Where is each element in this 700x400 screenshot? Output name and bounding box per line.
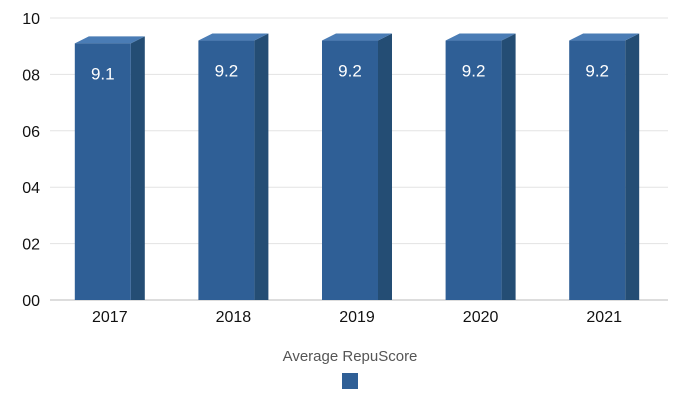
legend-series-name: Average RepuScore <box>282 348 418 365</box>
data-label: 9.2 <box>585 62 609 81</box>
y-tick-label: 04 <box>22 180 40 197</box>
data-label: 9.2 <box>215 62 239 81</box>
bar-front <box>198 40 255 301</box>
bars: 9.1 9.2 9.2 9.2 9.2 <box>74 33 640 301</box>
bar-top <box>198 33 269 41</box>
x-category-label: 2020 <box>463 309 499 326</box>
legend: Average RepuScore <box>0 348 700 394</box>
bar-front <box>74 43 131 300</box>
bar-front <box>569 40 626 301</box>
bar-side <box>378 33 392 301</box>
y-tick-label: 02 <box>22 237 40 254</box>
bar-top <box>322 33 392 41</box>
data-label: 9.2 <box>462 62 486 81</box>
bar-front <box>445 40 502 301</box>
bar-side <box>501 33 516 301</box>
bar-front <box>322 40 378 301</box>
bar: 9.1 <box>74 36 145 300</box>
bar-side <box>130 36 145 300</box>
bar-top <box>445 33 516 41</box>
bar-top <box>74 36 145 44</box>
x-category-label: 2017 <box>92 309 128 326</box>
y-axis-ticks: 00 02 04 06 08 10 <box>22 11 40 310</box>
x-category-label: 2021 <box>586 309 622 326</box>
y-tick-label: 06 <box>22 124 40 141</box>
bar: 9.2 <box>198 33 269 301</box>
y-tick-label: 00 <box>22 293 40 310</box>
data-label: 9.1 <box>91 64 115 83</box>
bar-side <box>625 33 640 301</box>
bar-top <box>569 33 640 41</box>
legend-swatch <box>342 373 358 389</box>
x-category-label: 2019 <box>339 309 375 326</box>
bar-side <box>254 33 269 301</box>
y-tick-label: 08 <box>22 67 40 84</box>
bar: 9.2 <box>569 33 640 301</box>
y-tick-label: 10 <box>22 11 40 28</box>
data-label: 9.2 <box>338 62 362 81</box>
bar: 9.2 <box>322 33 392 301</box>
x-category-label: 2018 <box>216 309 252 326</box>
bar: 9.2 <box>445 33 516 301</box>
x-axis-categories: 2017 2018 2019 2020 2021 <box>92 309 622 326</box>
